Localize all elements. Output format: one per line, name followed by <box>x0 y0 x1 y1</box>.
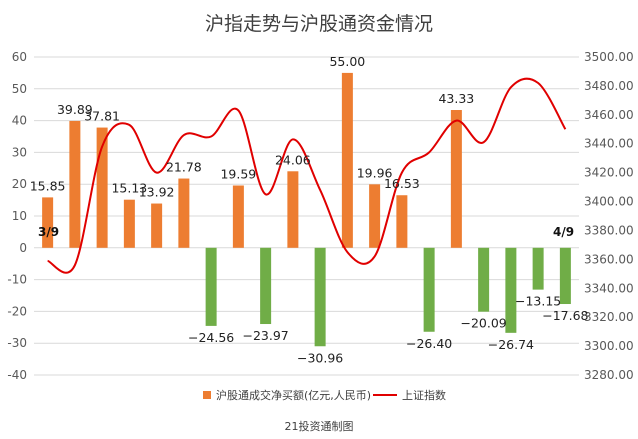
bar-value-label: 16.53 <box>384 176 420 191</box>
right-tick-label: 3380.00 <box>584 223 634 237</box>
bar-value-label: 37.81 <box>84 109 120 124</box>
bar <box>369 184 381 248</box>
bar <box>450 110 462 248</box>
bar <box>42 197 54 248</box>
bar-value-label: −26.40 <box>406 336 452 351</box>
legend-bar-label: 沪股通成交净买额(亿元,人民币) <box>216 388 371 402</box>
legend-line-label: 上证指数 <box>402 388 446 402</box>
bar <box>151 203 163 248</box>
bar-value-label: 15.13 <box>111 181 147 196</box>
bar <box>532 247 544 290</box>
left-tick-label: 0 <box>19 241 27 255</box>
left-tick-label: -10 <box>7 273 27 287</box>
chart-title: 沪指走势与沪股通资金情况 <box>205 13 433 35</box>
bar <box>178 178 190 248</box>
right-tick-label: 3480.00 <box>584 79 634 93</box>
left-tick-label: -20 <box>7 304 27 318</box>
index-line <box>47 77 567 274</box>
bar <box>287 171 299 248</box>
left-tick-label: -30 <box>7 336 27 350</box>
left-tick-label: 60 <box>12 50 27 64</box>
legend: 沪股通成交净买额(亿元,人民币) 上证指数 <box>203 388 446 402</box>
footer-credit: 21投资通制图 <box>285 419 354 433</box>
right-tick-label: 3340.00 <box>584 281 634 295</box>
bars <box>42 72 571 347</box>
left-tick-label: 50 <box>12 82 27 96</box>
bar-value-label: 39.89 <box>57 102 93 117</box>
bar <box>123 199 135 248</box>
bar <box>478 247 490 312</box>
right-axis-ticks: 3500.00 3480.00 3460.00 3440.00 3420.00 3400.… <box>584 50 634 382</box>
bar-value-label: −13.15 <box>515 294 561 309</box>
bar <box>396 195 408 248</box>
bar-value-label: 43.33 <box>438 91 474 106</box>
bar <box>314 247 326 347</box>
bar <box>205 247 217 326</box>
right-tick-label: 3500.00 <box>584 50 634 64</box>
right-tick-label: 3360.00 <box>584 252 634 266</box>
bar <box>232 185 244 248</box>
bar-value-label: −20.09 <box>460 316 506 331</box>
bar <box>341 72 353 248</box>
bar-value-label: 21.78 <box>166 160 202 175</box>
bar-value-label: 19.96 <box>357 165 393 180</box>
bar-value-label: 15.85 <box>30 178 66 193</box>
bar <box>505 247 517 333</box>
bar-value-label: −26.74 <box>488 337 534 352</box>
bar-value-label: 55.00 <box>329 54 365 69</box>
left-tick-label: 10 <box>12 209 27 223</box>
left-axis-ticks: 60 50 40 30 20 10 0 -10 -20 -30 -40 <box>7 50 27 382</box>
bar <box>260 247 272 325</box>
bar-value-label: −23.97 <box>242 328 288 343</box>
bar <box>423 247 435 332</box>
right-tick-label: 3440.00 <box>584 137 634 151</box>
bar-value-label: −30.96 <box>297 350 343 365</box>
left-tick-label: 30 <box>12 145 27 159</box>
right-tick-label: 3400.00 <box>584 195 634 209</box>
bar-value-label: −17.68 <box>542 308 588 323</box>
right-tick-label: 3280.00 <box>584 368 634 382</box>
bar-value-label: −24.56 <box>188 330 234 345</box>
bar-value-label: 13.92 <box>139 185 175 200</box>
left-tick-label: -40 <box>7 368 27 382</box>
bar-value-label: 19.59 <box>220 167 256 182</box>
right-tick-label: 3320.00 <box>584 310 634 324</box>
left-tick-label: 40 <box>12 114 27 128</box>
bar-value-label: 24.06 <box>275 152 311 167</box>
right-tick-label: 3460.00 <box>584 108 634 122</box>
legend-bar-swatch <box>203 391 211 399</box>
bar <box>559 247 571 305</box>
start-date-label: 3/9 <box>38 225 59 239</box>
bar <box>96 127 108 248</box>
right-tick-label: 3300.00 <box>584 339 634 353</box>
end-date-label: 4/9 <box>553 225 574 239</box>
bar <box>69 120 81 248</box>
right-tick-label: 3420.00 <box>584 166 634 180</box>
left-tick-label: 20 <box>12 177 27 191</box>
